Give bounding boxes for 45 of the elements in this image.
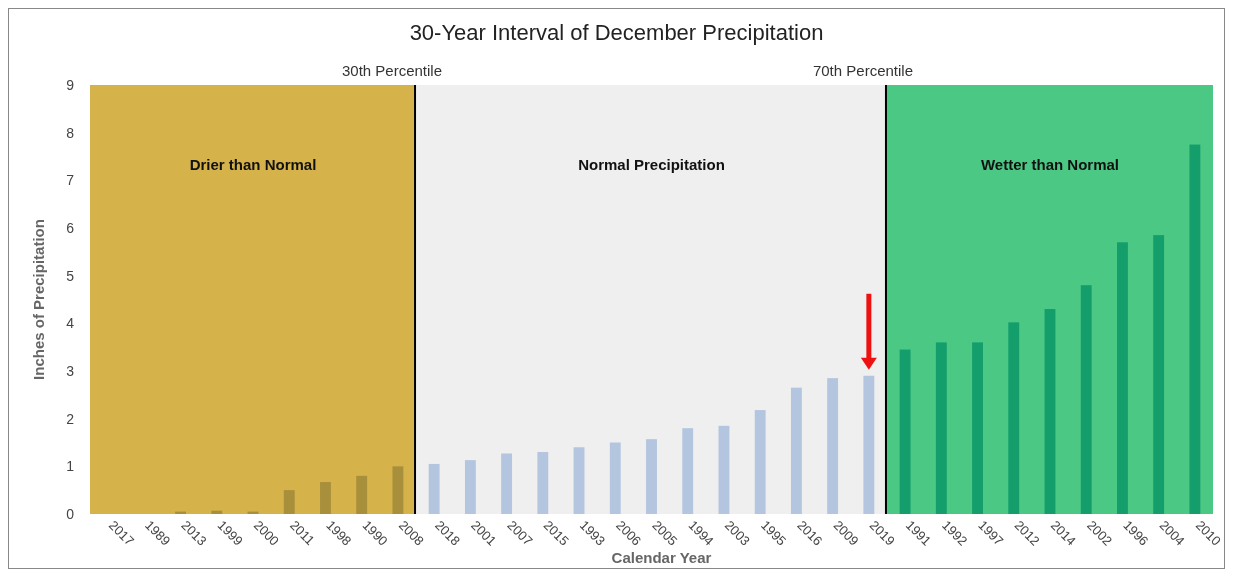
- bar: [501, 453, 513, 514]
- band-label: Wetter than Normal: [980, 156, 1120, 173]
- bar: [972, 342, 983, 514]
- bar: [1080, 285, 1092, 514]
- bar: [1117, 242, 1128, 514]
- bar: [283, 490, 295, 514]
- y-tick-label: 7: [66, 172, 75, 189]
- bar: [646, 439, 657, 514]
- bar: [464, 460, 476, 514]
- chart-title: 30-Year Interval of December Precipitation: [409, 20, 824, 45]
- bar: [1189, 144, 1201, 514]
- bar: [827, 378, 839, 514]
- bar: [682, 428, 694, 514]
- text: 70th Percentile: [812, 62, 914, 79]
- band-label: Normal Precipitation: [578, 156, 725, 173]
- bar: [573, 447, 585, 514]
- bar: [428, 463, 440, 514]
- y-tick-label: 4: [66, 315, 75, 332]
- y-tick-label: 2: [66, 410, 75, 427]
- y-tick-label: 5: [66, 267, 75, 284]
- y-tick-label: 3: [66, 362, 75, 379]
- y-tick-label: 0: [66, 505, 75, 522]
- y-tick-label: 1: [66, 458, 75, 475]
- bar: [1044, 309, 1056, 514]
- bar: [1153, 235, 1165, 514]
- y-tick-label: 6: [66, 219, 75, 236]
- bar: [899, 349, 911, 514]
- y-axis-title: Inches of Precipitation: [30, 219, 47, 380]
- bar: [356, 475, 368, 514]
- x-axis-title: Calendar Year: [611, 549, 712, 566]
- bar: [863, 375, 875, 514]
- bar: [537, 452, 549, 514]
- bar: [320, 482, 331, 514]
- bar: [1008, 322, 1020, 514]
- text: 30th Percentile: [341, 62, 443, 79]
- bar: [790, 387, 802, 514]
- bar: [718, 425, 730, 514]
- y-tick-label: 9: [66, 76, 75, 93]
- band-label: Drier than Normal: [189, 156, 317, 173]
- bar: [609, 442, 621, 514]
- bar: [754, 410, 766, 514]
- bar: [211, 510, 223, 514]
- y-tick-label: 8: [66, 124, 75, 141]
- bar: [392, 466, 404, 514]
- bar: [935, 342, 947, 514]
